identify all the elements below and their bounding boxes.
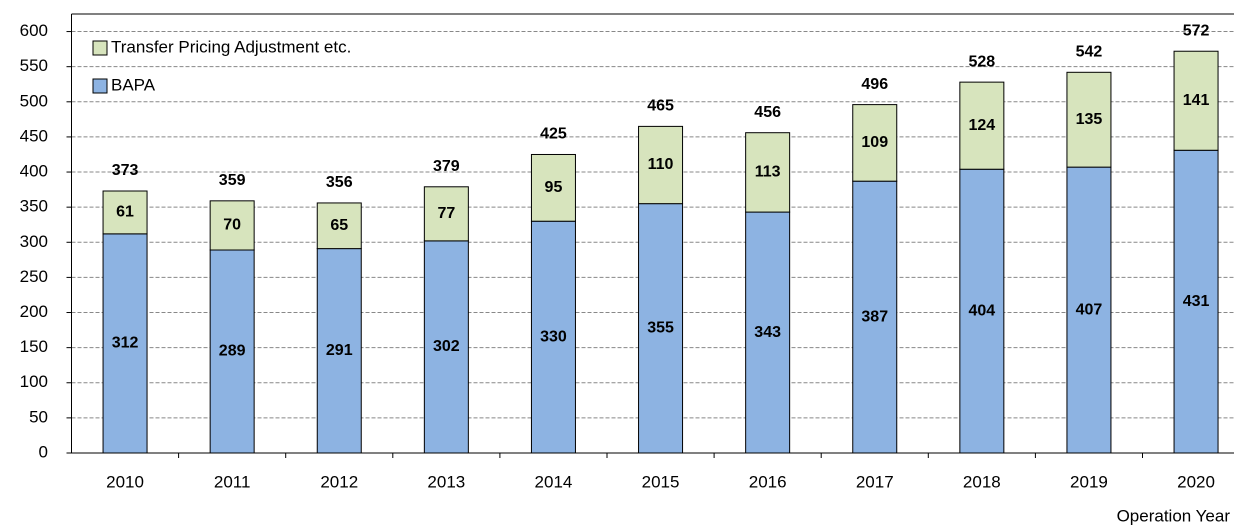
x-tick-label: 2018: [963, 472, 1001, 491]
total-label: 359: [219, 172, 246, 189]
value-label: 70: [223, 217, 241, 234]
value-label: 124: [968, 117, 995, 134]
x-tick-label: 2012: [320, 472, 358, 491]
bar-segment: [1066, 166, 1112, 454]
bar-segment: [638, 125, 684, 205]
y-tick-label: 350: [20, 197, 48, 216]
total-label: 356: [326, 174, 353, 191]
value-label: 135: [1076, 111, 1103, 128]
total-label: 465: [647, 98, 674, 115]
bar-segment: [959, 168, 1005, 454]
y-tick-label: 600: [20, 21, 48, 40]
bar-segment: [423, 186, 469, 242]
bar-segment: [1066, 71, 1112, 168]
bar-segment: [209, 249, 255, 454]
x-axis-label: Operation Year: [1117, 506, 1231, 525]
y-tick-label: 0: [39, 442, 48, 461]
value-label: 289: [219, 343, 246, 360]
total-label: 528: [968, 53, 995, 70]
legend-label: Transfer Pricing Adjustment etc.: [111, 37, 351, 56]
x-tick-label: 2015: [642, 472, 680, 491]
bar-segment: [530, 153, 576, 222]
value-label: 312: [112, 335, 139, 352]
bar-segment: [1173, 50, 1219, 151]
value-label: 141: [1183, 92, 1210, 109]
x-tick-label: 2010: [106, 472, 144, 491]
value-label: 109: [861, 134, 888, 151]
value-label: 61: [116, 204, 134, 221]
x-tick-label: 2020: [1177, 472, 1215, 491]
value-label: 431: [1183, 293, 1210, 310]
value-label: 302: [433, 338, 460, 355]
bar-segment: [209, 200, 255, 251]
x-tick-label: 2014: [535, 472, 573, 491]
bar-segment: [316, 248, 362, 454]
x-tick-label: 2011: [214, 472, 251, 491]
bar-segment: [852, 104, 898, 182]
legend-label: BAPA: [111, 75, 156, 94]
total-label: 456: [754, 104, 781, 121]
bar-segment: [745, 132, 791, 213]
y-tick-label: 200: [20, 302, 48, 321]
total-label: 542: [1076, 44, 1103, 61]
y-tick-label: 300: [20, 232, 48, 251]
value-label: 387: [861, 308, 888, 325]
legend-swatch: [92, 78, 108, 94]
value-label: 77: [437, 205, 455, 222]
y-tick-label: 550: [20, 56, 48, 75]
x-tick-label: 2019: [1070, 472, 1108, 491]
x-tick-label: 2016: [749, 472, 787, 491]
y-tick-label: 250: [20, 267, 48, 286]
y-tick-label: 50: [29, 407, 48, 426]
bar-segment: [745, 211, 791, 454]
value-label: 95: [545, 179, 563, 196]
value-label: 65: [330, 217, 348, 234]
y-tick-label: 400: [20, 162, 48, 181]
y-tick-label: 450: [20, 126, 48, 145]
value-label: 404: [968, 302, 995, 319]
bar-segment: [638, 203, 684, 454]
bar-segment: [852, 180, 898, 454]
value-label: 330: [540, 328, 567, 345]
x-tick-label: 2013: [427, 472, 465, 491]
total-label: 425: [540, 126, 567, 143]
total-label: 496: [861, 76, 888, 93]
bar-segment: [102, 190, 148, 235]
y-tick-label: 100: [20, 372, 48, 391]
value-label: 343: [754, 324, 781, 341]
value-label: 407: [1076, 301, 1103, 318]
value-label: 355: [647, 320, 674, 337]
y-tick-label: 150: [20, 337, 48, 356]
x-tick-label: 2017: [856, 472, 894, 491]
bar-segment: [1173, 149, 1219, 454]
y-tick-label: 500: [20, 91, 48, 110]
value-label: 110: [648, 156, 674, 173]
value-label: 291: [326, 342, 353, 359]
bar-segment: [423, 240, 469, 454]
total-label: 572: [1183, 22, 1210, 39]
bar-segment: [530, 220, 576, 454]
bar-segment: [316, 202, 362, 250]
value-label: 113: [755, 164, 781, 181]
total-label: 373: [112, 162, 139, 179]
total-label: 379: [433, 158, 460, 175]
bar-segment: [959, 81, 1005, 170]
legend-swatch: [92, 40, 108, 56]
